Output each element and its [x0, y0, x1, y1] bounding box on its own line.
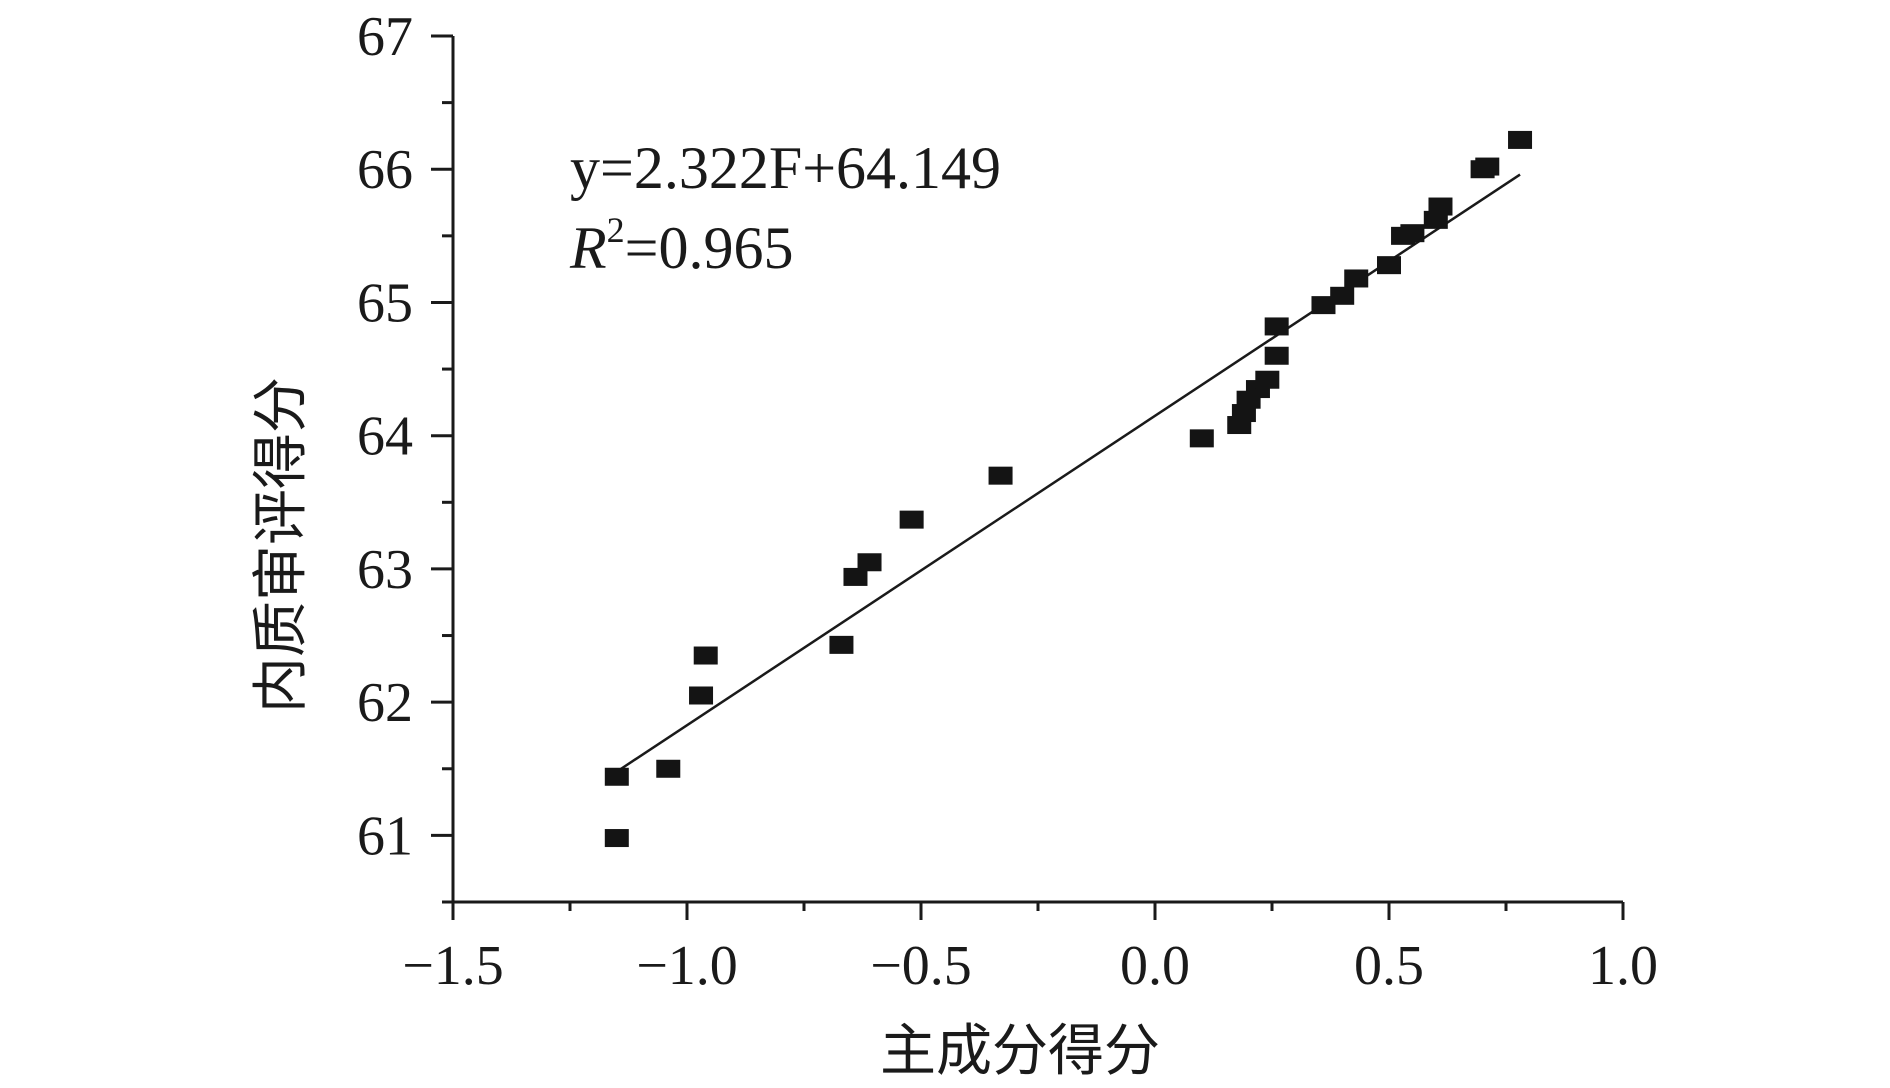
- data-point: [857, 553, 882, 572]
- data-point: [843, 567, 868, 586]
- x-tick-label: −1.0: [636, 935, 738, 997]
- data-points: [604, 130, 1533, 848]
- tick-labels: 61 62 63 64 65 66 67 −1.5 −1.0 −0.5 0.0 0.5 1.0: [357, 6, 1658, 997]
- data-point: [1400, 224, 1425, 243]
- data-point: [1508, 130, 1533, 149]
- data-point: [988, 466, 1013, 485]
- tick-marks: [431, 34, 1625, 920]
- data-point: [656, 759, 681, 778]
- y-tick-label: 65: [357, 272, 413, 334]
- x-tick-label: 1.0: [1588, 935, 1658, 997]
- x-tick-label: 0.5: [1354, 935, 1424, 997]
- data-point: [1255, 370, 1280, 389]
- x-tick-label: −1.5: [402, 935, 504, 997]
- data-point: [689, 686, 714, 705]
- x-tick-label: 0.0: [1120, 935, 1190, 997]
- data-point: [1344, 269, 1369, 288]
- data-point: [1330, 286, 1355, 305]
- data-point: [1264, 317, 1289, 336]
- data-point: [1189, 429, 1214, 448]
- y-tick-label: 64: [357, 406, 413, 468]
- data-point: [1264, 346, 1289, 365]
- data-point: [1428, 197, 1453, 216]
- y-tick-label: 61: [357, 805, 413, 867]
- x-axis-title: 主成分得分: [880, 1019, 1160, 1084]
- y-tick-label: 63: [357, 539, 413, 601]
- data-point: [899, 510, 924, 529]
- x-tick-label: −0.5: [870, 935, 972, 997]
- r-symbol: R: [569, 215, 607, 281]
- y-tick-label: 67: [357, 6, 413, 68]
- regression-equation: y=2.322F+64.149: [570, 135, 1001, 201]
- y-tick-label: 62: [357, 672, 413, 734]
- data-point: [693, 646, 718, 665]
- data-point: [1475, 157, 1500, 176]
- regression-line: [616, 173, 1521, 773]
- r-squared-annotation: R2=0.965: [569, 210, 794, 281]
- data-point: [604, 829, 629, 848]
- y-tick-label: 66: [357, 139, 413, 201]
- data-point: [1311, 296, 1336, 315]
- y-axis-title: 内质审评得分: [249, 377, 314, 713]
- data-point: [829, 635, 854, 654]
- data-point: [1377, 256, 1401, 275]
- data-point: [604, 767, 629, 786]
- r-squared-value: =0.965: [625, 215, 794, 281]
- r-superscript: 2: [607, 210, 625, 250]
